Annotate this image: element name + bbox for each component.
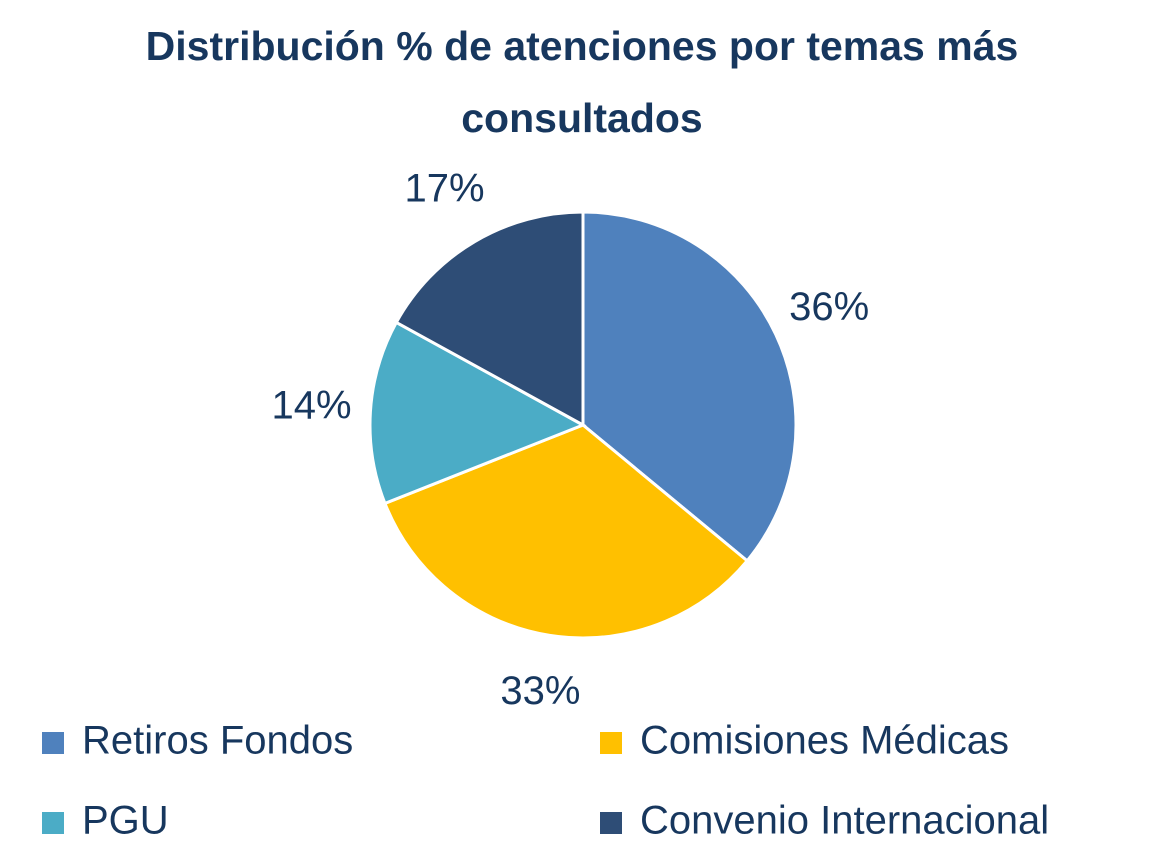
legend-swatch xyxy=(600,812,622,834)
legend-label: Comisiones Médicas xyxy=(640,719,1009,763)
data-label: 17% xyxy=(405,166,485,210)
legend-swatch xyxy=(600,732,622,754)
pie-slice xyxy=(394,210,585,428)
legend-swatch xyxy=(42,812,64,834)
legend-swatch xyxy=(42,732,64,754)
pie-slice xyxy=(368,320,587,506)
pie-slice xyxy=(383,423,750,640)
pie-slice xyxy=(581,210,798,563)
chart-title: Distribución % de atenciones por temas m… xyxy=(145,23,1019,141)
data-label: 36% xyxy=(789,285,869,329)
data-label: 33% xyxy=(500,669,580,713)
data-label: 14% xyxy=(272,383,352,427)
legend-label: PGU xyxy=(82,799,169,842)
legend-label: Retiros Fondos xyxy=(82,719,353,763)
legend-label: Convenio Internacional xyxy=(640,799,1049,842)
